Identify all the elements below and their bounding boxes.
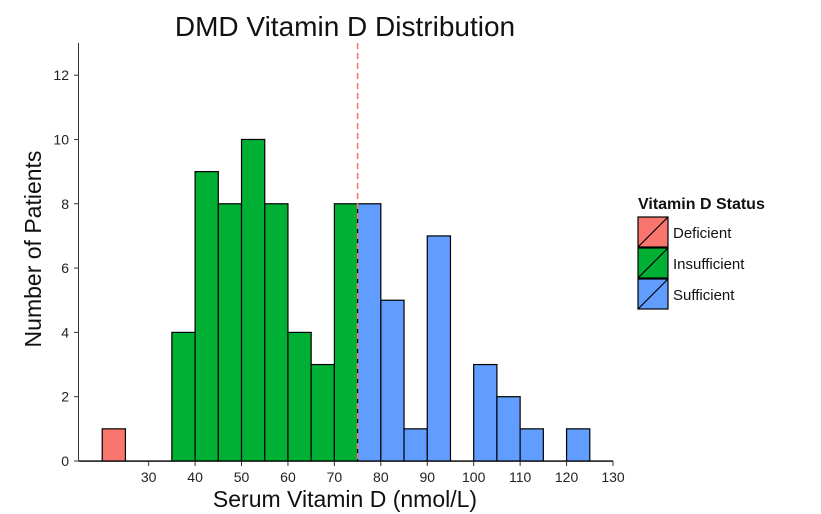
bar-60-65 xyxy=(287,331,312,462)
bar-70-75 xyxy=(333,203,359,462)
x-tick-label: 130 xyxy=(601,469,625,485)
x-tick-label: 120 xyxy=(555,469,579,485)
bar-90-95 xyxy=(426,235,452,462)
bar-85-90 xyxy=(403,428,428,462)
legend-item-sufficient: Sufficient xyxy=(637,278,735,310)
y-tick-label: 2 xyxy=(61,389,69,405)
y-tick-label: 12 xyxy=(53,67,69,83)
x-tick-label: 50 xyxy=(234,469,250,485)
bar-40-45 xyxy=(194,171,219,462)
bar-50-55 xyxy=(240,138,266,462)
x-tick-label: 80 xyxy=(373,469,389,485)
legend-label: Insufficient xyxy=(673,256,745,273)
bar-80-85 xyxy=(380,299,405,462)
bar-35-40 xyxy=(171,331,196,462)
x-axis-title: Serum Vitamin D (nmol/L) xyxy=(213,486,477,512)
legend: Vitamin D Status Deficient Insufficient Su… xyxy=(637,196,765,310)
legend-swatch-slash xyxy=(637,278,669,310)
bar-20-25 xyxy=(101,428,127,462)
legend-title: Vitamin D Status xyxy=(638,196,765,213)
legend-item-insufficient: Insufficient xyxy=(637,247,745,279)
bar-105-110 xyxy=(496,396,521,462)
y-tick-label: 6 xyxy=(61,260,69,276)
y-tick-label: 10 xyxy=(53,131,69,147)
bar-110-115 xyxy=(519,428,544,462)
y-tick-label: 4 xyxy=(61,324,69,340)
x-tick-label: 30 xyxy=(141,469,157,485)
x-tick-label: 110 xyxy=(509,469,532,485)
bar-65-70 xyxy=(310,363,335,462)
legend-label: Deficient xyxy=(673,225,732,242)
legend-items: Deficient Insufficient Sufficient xyxy=(637,216,745,310)
legend-label: Sufficient xyxy=(673,287,735,304)
x-tick-label: 60 xyxy=(280,469,296,485)
bars-group xyxy=(101,138,591,462)
y-axis-title: Number of Patients xyxy=(20,151,46,348)
bar-100-105 xyxy=(473,363,498,462)
x-ticks-group: 30 40 50 60 70 80 90 100 110 120 130 xyxy=(141,461,625,485)
bar-55-60 xyxy=(264,203,289,462)
bar-75-80 xyxy=(357,203,382,462)
x-tick-label: 70 xyxy=(327,469,343,485)
y-tick-label: 0 xyxy=(61,453,69,469)
x-tick-label: 40 xyxy=(187,469,203,485)
legend-swatch-slash xyxy=(637,216,669,248)
legend-item-deficient: Deficient xyxy=(637,216,732,248)
bar-120-125 xyxy=(565,428,591,462)
y-ticks-group: 0 2 4 6 8 10 12 xyxy=(53,67,79,469)
chart-title: DMD Vitamin D Distribution xyxy=(175,11,515,42)
bar-45-50 xyxy=(217,203,243,462)
x-tick-label: 90 xyxy=(419,469,435,485)
legend-swatch-slash xyxy=(637,247,669,279)
x-tick-label: 100 xyxy=(462,469,486,485)
y-tick-label: 8 xyxy=(61,196,69,212)
